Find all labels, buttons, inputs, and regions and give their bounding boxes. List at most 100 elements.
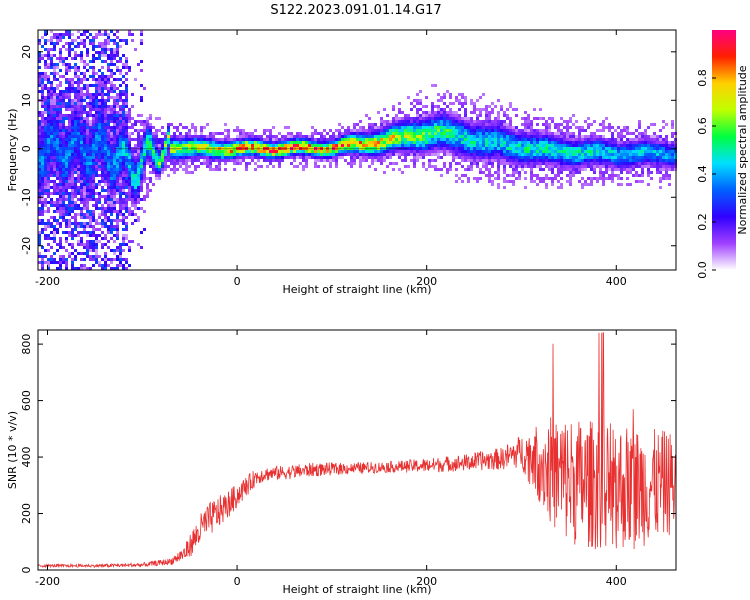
spectrogram-cell <box>77 117 80 120</box>
spectrogram-cell <box>488 141 491 144</box>
spectrogram-cell <box>440 99 443 102</box>
spectrogram-cell <box>650 123 653 126</box>
spectrogram-cell <box>455 117 458 120</box>
spectrogram-cell <box>44 132 47 135</box>
spectrogram-cell <box>59 267 62 270</box>
spectrogram-cell <box>476 156 479 159</box>
spectrogram-cell <box>467 180 470 183</box>
spectrogram-cell <box>329 153 332 156</box>
spectrogram-cell <box>65 240 68 243</box>
spectrogram-cell <box>107 186 110 189</box>
spectrogram-cell <box>65 174 68 177</box>
spectrogram-cell <box>371 132 374 135</box>
spectrogram-cell <box>566 153 569 156</box>
spectrogram-cell <box>509 120 512 123</box>
spectrogram-cell <box>482 162 485 165</box>
spectrogram-cell <box>185 138 188 141</box>
spectrogram-cell <box>92 240 95 243</box>
spectrogram-cell <box>119 129 122 132</box>
spectrogram-cell <box>68 156 71 159</box>
spectrogram-cell <box>44 30 47 33</box>
spectrogram-cell <box>131 213 134 216</box>
spectrogram-cell <box>173 159 176 162</box>
spectrogram-cell <box>317 165 320 168</box>
spectrogram-cell <box>290 150 293 153</box>
spectrogram-cell <box>599 150 602 153</box>
spectrogram-cell <box>368 165 371 168</box>
spectrogram-cell <box>119 117 122 120</box>
spectrogram-cell <box>194 156 197 159</box>
spectrogram-cell <box>44 75 47 78</box>
spectrogram-cell <box>59 237 62 240</box>
spectrogram-cell <box>71 210 74 213</box>
spectrogram-cell <box>80 150 83 153</box>
spectrogram-cell <box>245 162 248 165</box>
spectrogram-cell <box>533 141 536 144</box>
spectrogram-cell <box>101 213 104 216</box>
spectrogram-cell <box>104 150 107 153</box>
spectrogram-cell <box>422 111 425 114</box>
spectrogram-cell <box>149 156 152 159</box>
spectrogram-cell <box>362 159 365 162</box>
spectrogram-cell <box>638 138 641 141</box>
spectrogram-cell <box>56 78 59 81</box>
spectrogram-cell <box>170 141 173 144</box>
spectrogram-cell <box>398 117 401 120</box>
spectrogram-cell <box>518 165 521 168</box>
spectrogram-cell <box>368 126 371 129</box>
spectrogram-cell <box>116 168 119 171</box>
spectrogram-cell <box>86 54 89 57</box>
spectrogram-cell <box>113 39 116 42</box>
spectrogram-cell <box>128 117 131 120</box>
spectrogram-cell <box>440 168 443 171</box>
spectrogram-cell <box>353 132 356 135</box>
spectrogram-cell <box>458 153 461 156</box>
spectrogram-cell <box>509 150 512 153</box>
spectrogram-cell <box>587 147 590 150</box>
spectrogram-cell <box>662 147 665 150</box>
spectrogram-cell <box>569 126 572 129</box>
spectrogram-cell <box>65 48 68 51</box>
spectrogram-cell <box>479 126 482 129</box>
spectrogram-cell <box>86 144 89 147</box>
spectrogram-cell <box>464 96 467 99</box>
spectrogram-cell <box>128 69 131 72</box>
spectrogram-cell <box>86 162 89 165</box>
spectrogram-cell <box>74 147 77 150</box>
spectrogram-cell <box>359 153 362 156</box>
spectrogram-cell <box>53 135 56 138</box>
spectrogram-cell <box>155 156 158 159</box>
spectrogram-cell <box>65 117 68 120</box>
spectrogram-cell <box>602 174 605 177</box>
spectrogram-cell <box>74 168 77 171</box>
spectrogram-cell <box>584 180 587 183</box>
spectrogram-cell <box>323 144 326 147</box>
spectrogram-cell <box>104 258 107 261</box>
spectrogram-cell <box>137 156 140 159</box>
spectrogram-cell <box>128 135 131 138</box>
spectrogram-cell <box>317 156 320 159</box>
spectrogram-cell <box>461 138 464 141</box>
spectrogram-cell <box>590 123 593 126</box>
spectrogram-cell <box>314 150 317 153</box>
spectrogram-cell <box>71 165 74 168</box>
spectrogram-cell <box>131 174 134 177</box>
spectrogram-cell <box>383 135 386 138</box>
spectrogram-cell <box>62 186 65 189</box>
spectrogram-cell <box>431 120 434 123</box>
spectrogram-cell <box>437 141 440 144</box>
spectrogram-cell <box>581 177 584 180</box>
spectrogram-cell <box>626 171 629 174</box>
spectrogram-cell <box>254 150 257 153</box>
spectrogram-cell <box>389 162 392 165</box>
spectrogram-cell <box>413 165 416 168</box>
spectrogram-cell <box>149 135 152 138</box>
spectrogram-cell <box>203 126 206 129</box>
spectrogram-cell <box>272 159 275 162</box>
spectrogram-cell <box>59 39 62 42</box>
spectrogram-cell <box>71 252 74 255</box>
spectrogram-cell <box>173 141 176 144</box>
spectrogram-cell <box>500 156 503 159</box>
spectrogram-cell <box>398 156 401 159</box>
spectrogram-cell <box>65 135 68 138</box>
